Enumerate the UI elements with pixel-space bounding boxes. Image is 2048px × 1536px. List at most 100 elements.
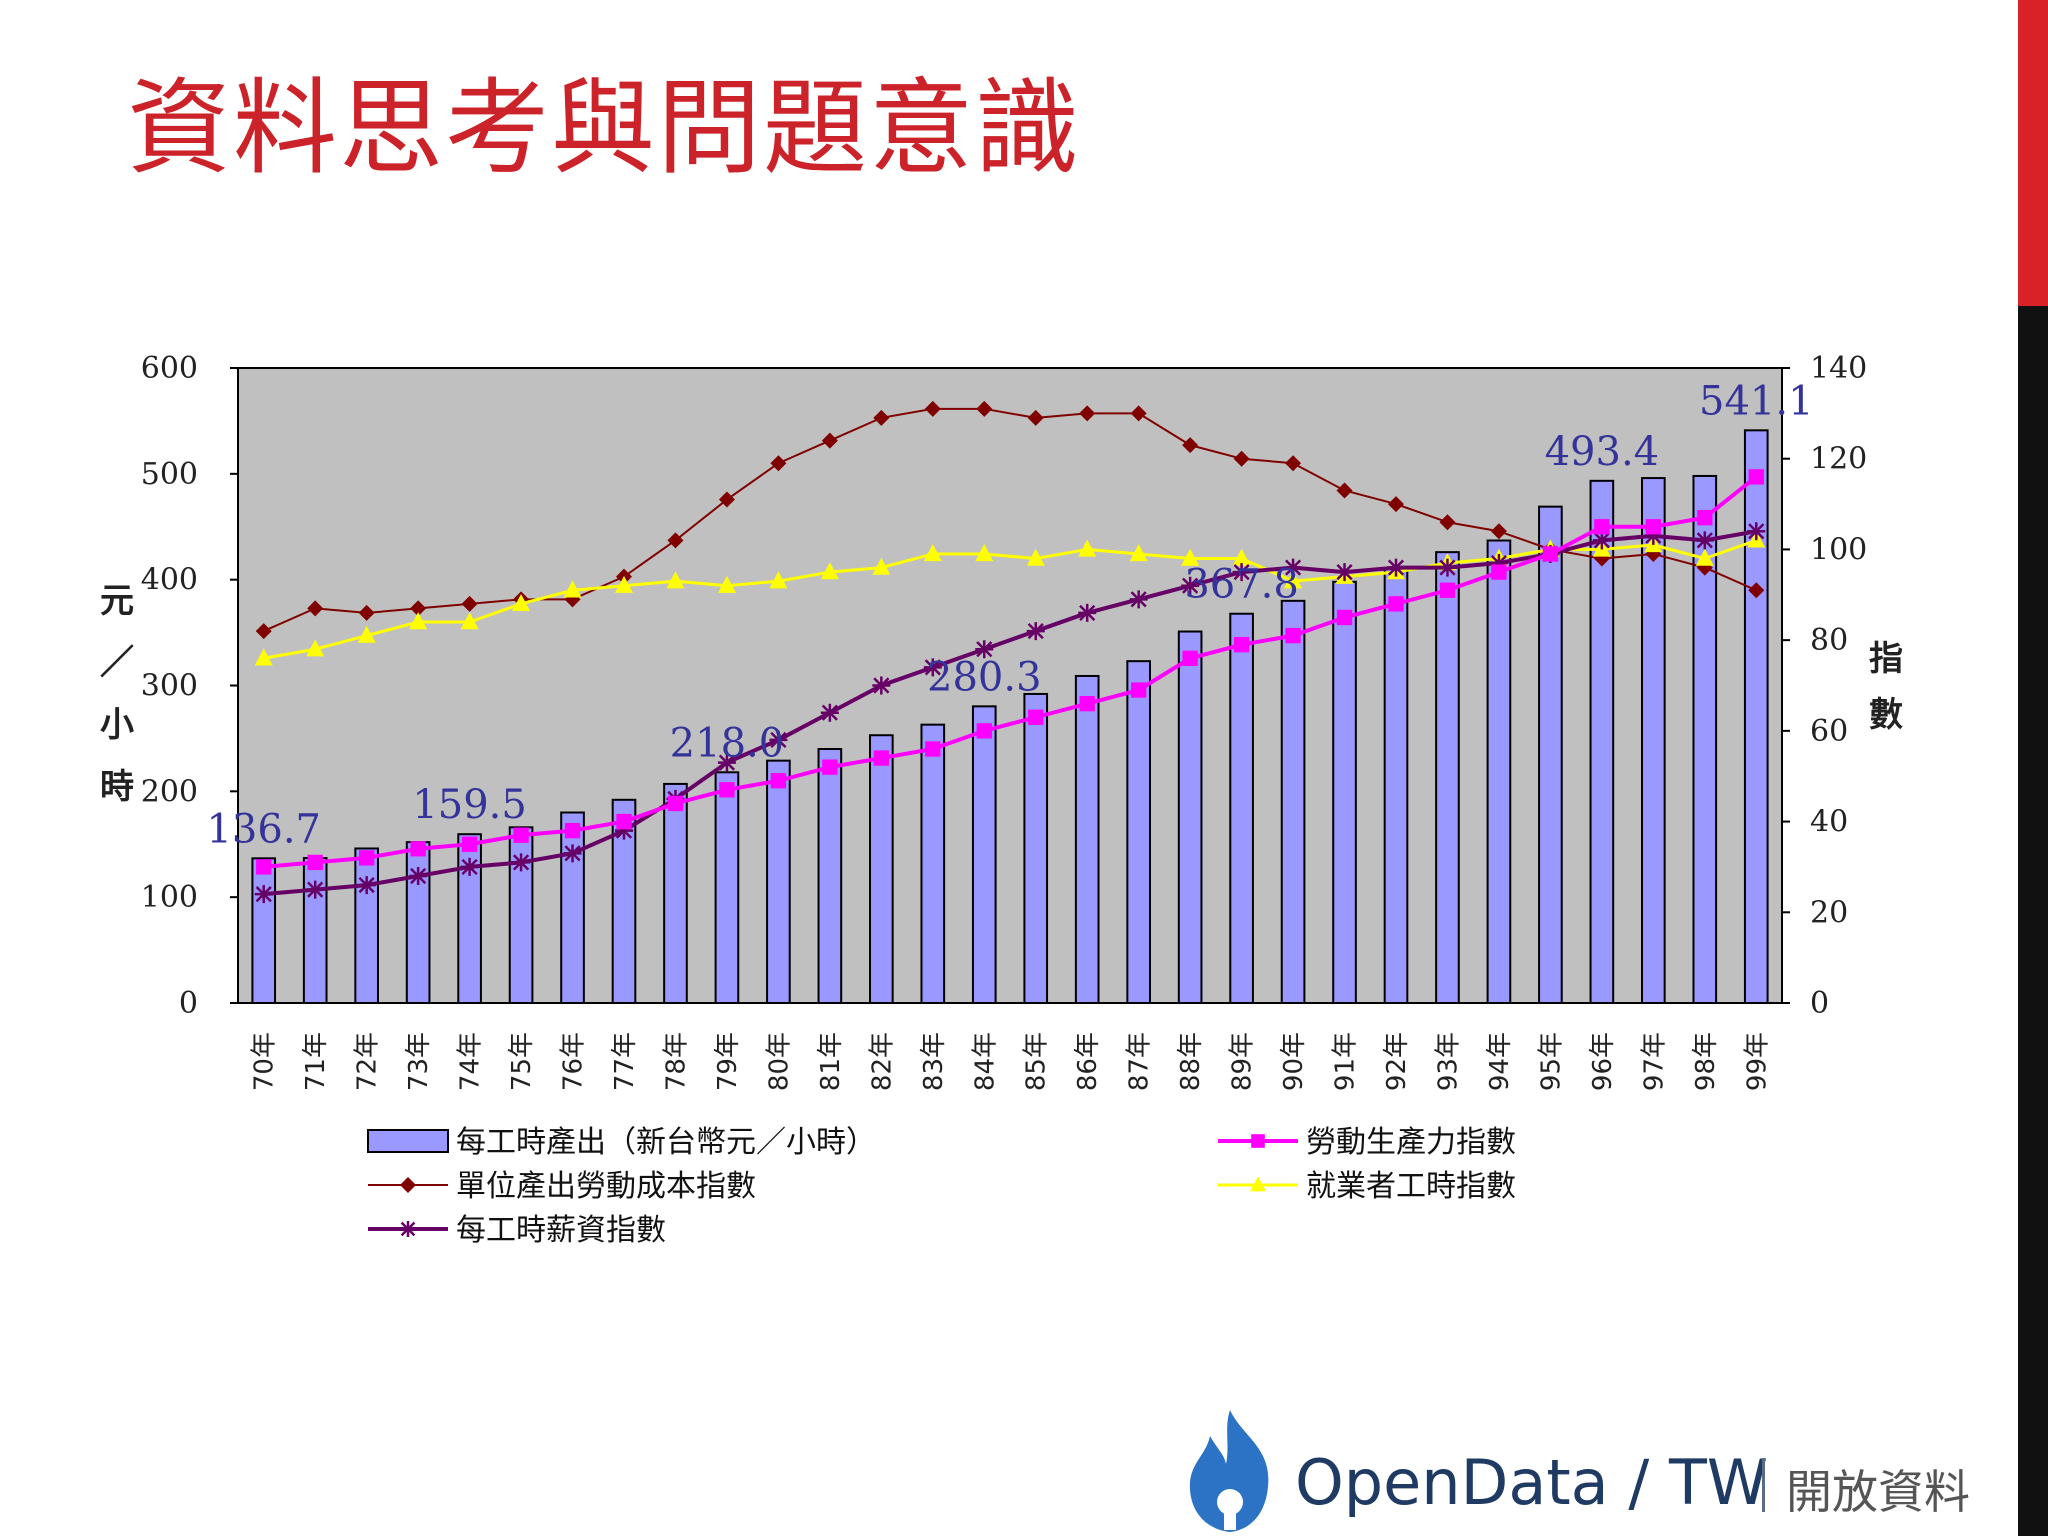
marker-star	[1489, 554, 1508, 573]
marker-diamond	[821, 432, 838, 449]
series-line	[263, 475, 1758, 869]
x-tick-label: 72年	[353, 1032, 383, 1091]
x-tick-label: 70年	[250, 1032, 280, 1091]
marker-square	[1491, 564, 1507, 580]
bar	[1383, 568, 1409, 1004]
right-tick-label: 120	[1810, 442, 1867, 477]
marker-diamond	[255, 623, 272, 640]
marker-star	[769, 730, 788, 749]
marker-triangle	[1284, 571, 1303, 589]
bar	[354, 847, 379, 1004]
marker-diamond	[1490, 523, 1507, 540]
marker-square	[1028, 709, 1044, 725]
bar	[251, 857, 277, 1004]
marker-diamond	[1439, 514, 1456, 531]
legend-label: 每工時產出（新台幣元／小時）	[456, 1125, 876, 1160]
bar	[817, 748, 843, 1004]
marker-square	[513, 827, 529, 843]
x-tick-label: 75年	[507, 1032, 537, 1091]
x-tick-label: 83年	[919, 1032, 949, 1091]
bar	[714, 771, 740, 1004]
marker-diamond	[1027, 409, 1044, 426]
x-tick-label: 79年	[713, 1032, 743, 1091]
right-tick-label: 140	[1810, 351, 1867, 386]
marker-square	[925, 741, 941, 757]
marker-star	[1078, 603, 1097, 622]
marker-triangle	[1232, 548, 1251, 566]
marker-diamond	[1285, 455, 1302, 472]
bar	[1486, 539, 1512, 1005]
marker-diamond	[976, 400, 993, 417]
marker-star	[1335, 563, 1354, 582]
marker-star	[1129, 590, 1148, 609]
right-tick-label: 40	[1810, 805, 1848, 840]
marker-star	[460, 857, 479, 876]
marker-triangle	[666, 571, 685, 589]
marker-triangle	[1181, 548, 1200, 566]
x-tick-label: 91年	[1331, 1032, 1361, 1091]
marker-square	[1748, 469, 1764, 485]
x-tick-label: 82年	[867, 1032, 897, 1091]
bar	[405, 841, 431, 1005]
series-line	[263, 538, 1757, 660]
bar	[1538, 505, 1563, 1004]
x-tick-label: 85年	[1022, 1032, 1052, 1091]
marker-square	[976, 723, 992, 739]
marker-triangle	[409, 612, 428, 630]
bar	[1023, 692, 1049, 1004]
data-label: 218.0	[670, 720, 785, 766]
marker-triangle	[769, 571, 788, 589]
marker-triangle	[512, 593, 531, 612]
marker-star	[717, 753, 736, 772]
x-tick-label: 93年	[1433, 1032, 1463, 1091]
marker-triangle	[357, 625, 376, 643]
marker-diamond	[1182, 437, 1199, 454]
left-tick-label: 300	[141, 669, 198, 704]
x-tick-label: 92年	[1382, 1032, 1412, 1091]
data-label: 159.5	[412, 782, 527, 828]
marker-star	[1232, 563, 1251, 582]
bar	[869, 734, 894, 1004]
marker-triangle	[872, 557, 891, 575]
left-axis-title-char: 元	[100, 581, 134, 621]
data-label: 136.7	[206, 806, 321, 852]
right-axis-title-char: 指	[1869, 639, 1903, 679]
marker-triangle	[1250, 1176, 1266, 1192]
accent-bar-red	[2018, 0, 2048, 306]
marker-triangle	[460, 612, 479, 630]
plot-area	[237, 367, 1783, 1004]
marker-square	[719, 782, 735, 798]
marker-square	[359, 850, 375, 866]
marker-diamond	[1130, 405, 1147, 422]
marker-diamond	[667, 532, 684, 549]
marker-triangle	[1026, 548, 1045, 566]
marker-square	[1697, 510, 1713, 526]
marker-square	[1182, 650, 1198, 666]
marker-star	[563, 844, 582, 863]
marker-square	[822, 759, 838, 775]
marker-square	[770, 773, 787, 789]
logo-separator	[1762, 1458, 1765, 1512]
right-tick-label: 100	[1810, 532, 1867, 567]
x-tick-label: 71年	[301, 1032, 331, 1091]
bar	[611, 798, 637, 1004]
left-axis-title-char: ／	[100, 643, 134, 683]
bar	[1692, 474, 1718, 1004]
right-axis-title-char: 數	[1869, 695, 1903, 735]
marker-diamond	[873, 409, 890, 426]
left-tick-label: 600	[141, 351, 198, 386]
left-tick-label: 400	[141, 563, 198, 598]
marker-diamond	[410, 600, 427, 617]
marker-square	[307, 854, 323, 871]
marker-star	[254, 885, 273, 904]
marker-diamond	[461, 595, 478, 612]
right-tick-label: 60	[1810, 714, 1848, 749]
marker-star	[1644, 526, 1663, 545]
marker-square	[873, 750, 889, 766]
right-tick-label: 80	[1810, 623, 1848, 658]
marker-diamond	[358, 604, 375, 621]
marker-diamond	[1079, 405, 1096, 422]
marker-square	[1542, 546, 1559, 562]
bar	[1229, 612, 1254, 1004]
